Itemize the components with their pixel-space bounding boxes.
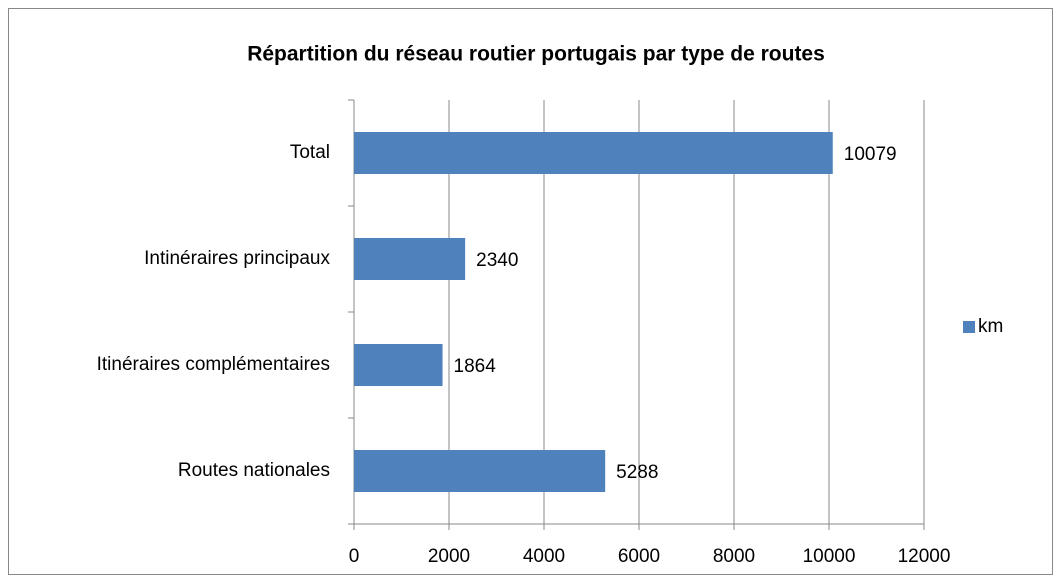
data-label: 1864 (454, 356, 497, 377)
data-label: 10079 (844, 144, 897, 165)
bar (354, 238, 466, 280)
x-tick-label: 10000 (803, 546, 856, 567)
y-tick-label: Total (290, 142, 330, 163)
bar (354, 344, 443, 386)
bar (354, 132, 833, 174)
legend-swatch (963, 321, 975, 333)
x-tick-label: 0 (349, 546, 360, 567)
y-tick-label: Routes nationales (178, 460, 330, 481)
chart-title: Répartition du réseau routier portugais … (247, 43, 825, 66)
bar (354, 450, 606, 492)
x-tick-label: 2000 (428, 546, 470, 567)
y-tick-label: Intinéraires principaux (144, 248, 330, 269)
x-tick-label: 12000 (898, 546, 951, 567)
legend-label: km (978, 316, 1003, 337)
data-label: 2340 (476, 250, 518, 271)
x-tick-label: 8000 (713, 546, 755, 567)
y-tick-label: Itinéraires complémentaires (97, 354, 330, 375)
x-tick-label: 4000 (523, 546, 565, 567)
x-tick-label: 6000 (618, 546, 660, 567)
data-label: 5288 (616, 462, 658, 483)
